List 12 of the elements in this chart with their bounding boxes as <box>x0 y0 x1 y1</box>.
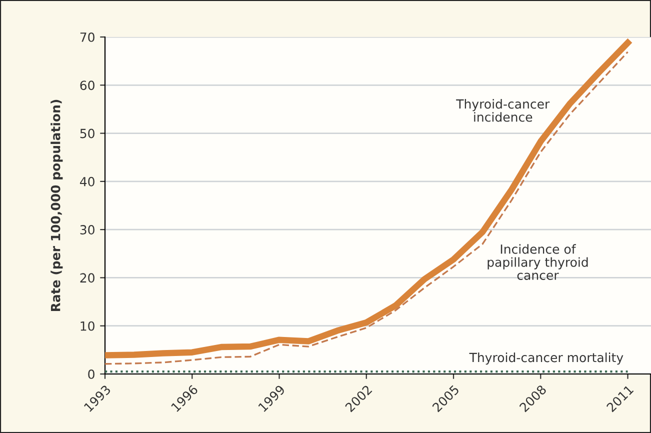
series-label: Thyroid-cancer mortality <box>469 352 624 365</box>
y-tick-label: 50 <box>80 128 94 138</box>
y-tick-label: 10 <box>80 321 94 331</box>
y-tick-label: 0 <box>88 369 94 379</box>
series-label: Thyroid-cancer incidence <box>456 99 550 122</box>
y-axis-title: Rate (per 100,000 population) <box>50 100 63 312</box>
y-tick-label: 40 <box>80 176 94 186</box>
y-tick-label: 70 <box>80 32 94 42</box>
series-label: Incidence of papillary thyroid cancer <box>488 244 588 280</box>
y-tick-label: 60 <box>80 80 94 90</box>
y-tick-label: 20 <box>80 273 94 283</box>
y-tick-label: 30 <box>80 225 94 234</box>
